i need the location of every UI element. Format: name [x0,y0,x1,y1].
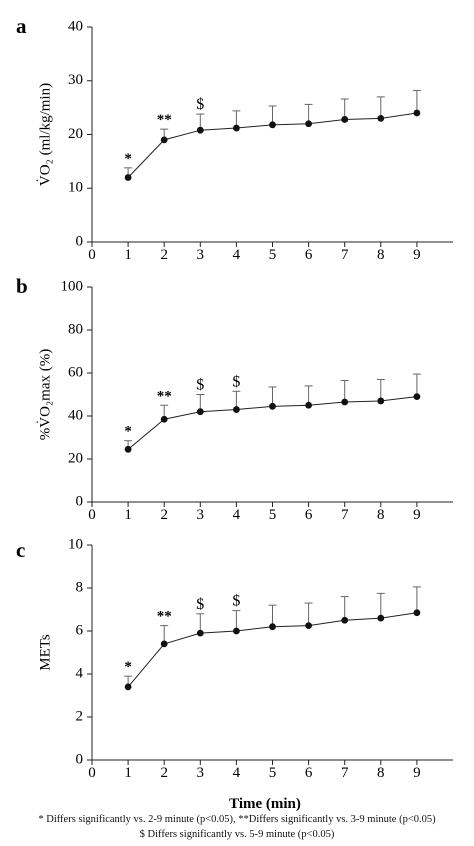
significance-mark: $ [196,377,204,394]
data-point [341,398,349,406]
y-tick-label: 40 [68,18,83,34]
x-tick-label: 2 [160,247,168,263]
panel-letter: c [16,538,25,562]
x-tick-label: 6 [305,765,313,781]
footnote-significance-2: $ Differs significantly vs. 5-9 minute (… [139,829,335,840]
data-point [377,397,385,405]
panel-letter: a [16,14,27,38]
data-point [269,121,276,129]
data-point [377,614,385,622]
y-tick-label: 40 [68,407,83,423]
data-point [233,406,240,413]
x-tick-label: 7 [341,765,349,781]
x-tick-label: 0 [88,765,96,781]
significance-mark: * [124,659,132,675]
significance-mark: $ [196,96,204,113]
data-point [124,683,132,691]
x-tick-label: 1 [124,507,132,523]
y-axis-title: %V̇O₂max (%) [37,349,54,440]
y-tick-label: 10 [68,180,83,196]
data-point [269,402,276,410]
x-axis-title: Time (min) [229,796,301,812]
x-tick-label: 8 [377,765,385,781]
data-point [305,401,312,409]
y-tick-label: 10 [68,536,83,552]
y-axis-title: METs [37,634,53,671]
x-tick-label: 3 [197,765,205,781]
footnote-significance-1: * Differs significantly vs. 2-9 minute (… [38,814,436,825]
x-tick-label: 2 [160,507,168,523]
data-point [196,126,204,134]
data-point [124,445,132,453]
data-point [413,393,421,401]
x-tick-label: 9 [413,507,421,523]
x-tick-label: 8 [377,247,385,263]
data-point [341,616,349,624]
x-tick-label: 4 [233,507,241,523]
x-tick-label: 6 [305,247,313,263]
data-point [160,415,168,423]
x-tick-label: 2 [160,765,168,781]
significance-mark: $ [232,593,240,610]
x-tick-label: 3 [197,507,205,523]
data-point [269,623,276,631]
data-point [377,114,385,122]
y-tick-label: 0 [76,493,84,509]
data-point [196,629,204,637]
data-point [160,640,168,648]
x-tick-label: 4 [233,765,241,781]
y-axis-title: V̇O₂ (ml/kg/min) [37,83,54,186]
data-point [160,136,168,144]
x-tick-label: 9 [413,765,421,781]
x-tick-label: 3 [197,247,205,263]
x-tick-label: 4 [233,247,241,263]
y-tick-label: 80 [68,321,83,337]
y-tick-label: 30 [68,72,83,88]
data-point [196,408,204,416]
y-tick-label: 2 [76,708,84,724]
significance-mark: ** [157,388,172,404]
significance-mark: * [124,424,132,440]
significance-mark: ** [157,112,172,128]
data-point [305,622,312,630]
significance-mark: ** [157,609,172,625]
x-tick-label: 5 [269,765,277,781]
y-tick-label: 6 [76,622,84,638]
data-point [305,120,312,128]
data-point [124,174,132,181]
x-tick-label: 7 [341,507,349,523]
y-tick-label: 8 [76,579,84,595]
panel-letter: b [16,274,28,298]
y-tick-label: 20 [68,450,83,466]
x-tick-label: 7 [341,247,349,263]
x-tick-label: 0 [88,247,96,263]
significance-mark: $ [232,373,240,390]
data-point [341,116,349,123]
x-tick-label: 1 [124,247,132,263]
x-tick-label: 9 [413,247,421,263]
y-tick-label: 0 [76,751,84,767]
y-tick-label: 0 [76,233,84,249]
y-tick-label: 100 [61,278,84,294]
significance-mark: $ [196,596,204,613]
y-tick-label: 20 [68,126,83,142]
y-tick-label: 4 [76,665,84,681]
data-point [413,109,421,117]
significance-mark: * [124,151,132,167]
x-tick-label: 8 [377,507,385,523]
y-tick-label: 60 [68,364,83,380]
data-point [233,124,240,132]
data-point [413,609,421,617]
x-tick-label: 5 [269,507,277,523]
x-tick-label: 1 [124,765,132,781]
data-point [233,627,240,635]
x-tick-label: 6 [305,507,313,523]
x-tick-label: 5 [269,247,277,263]
x-tick-label: 0 [88,507,96,523]
